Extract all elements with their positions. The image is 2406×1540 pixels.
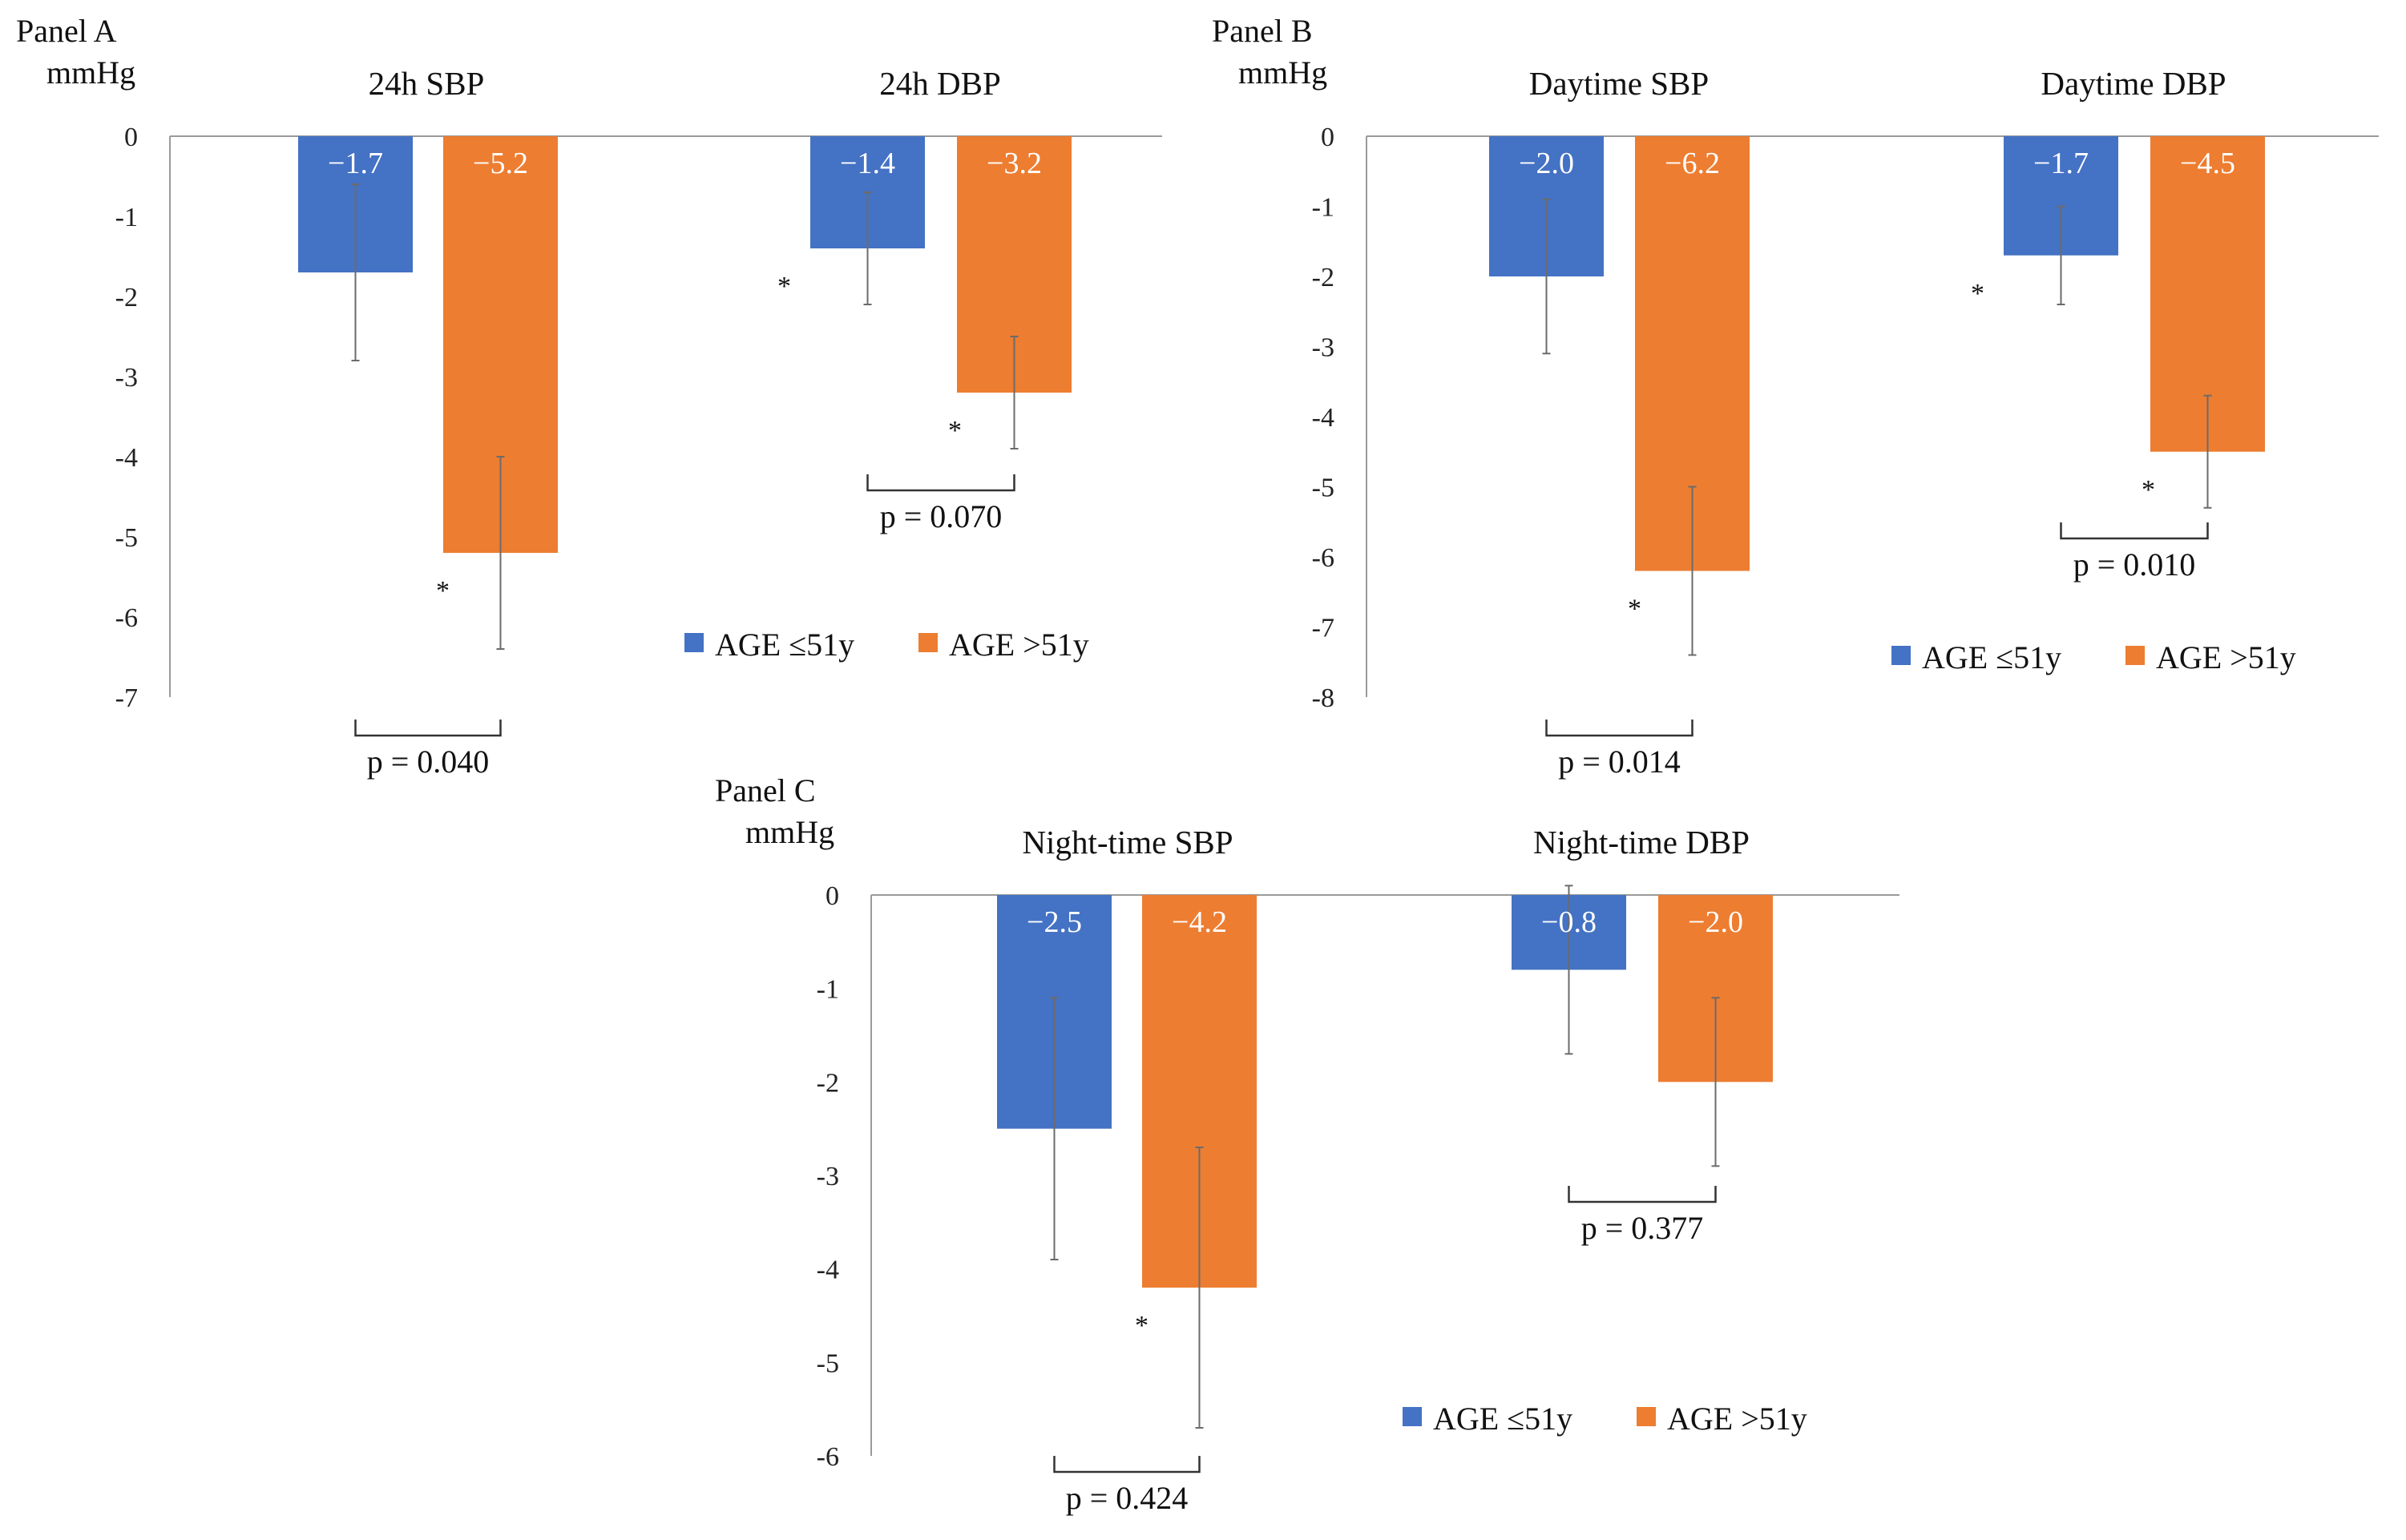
bar-group: 24h DBP −1.4 * −3.2 * p = 0.070 (777, 65, 1072, 534)
p-value-bracket (2060, 522, 2209, 540)
y-tick-label: 0 (124, 123, 138, 152)
legend: AGE ≤51y AGE >51y (1891, 639, 2296, 675)
y-tick-label: -5 (817, 1349, 839, 1378)
legend-swatch (1891, 646, 1911, 665)
legend-swatch (684, 633, 704, 652)
y-tick-label: -2 (115, 283, 138, 312)
significance-star: * (1628, 595, 1641, 624)
group-title: Night-time DBP (1533, 824, 1750, 861)
y-tick-label: -8 (1312, 683, 1334, 713)
p-value-label: p = 0.040 (367, 744, 490, 780)
bar-group: Night-time SBP −2.5 −4.2 * p = 0.424 (997, 824, 1257, 1516)
y-tick-label: -5 (115, 523, 138, 553)
legend-swatch (2125, 646, 2145, 665)
y-tick-label: -7 (1312, 614, 1334, 643)
y-tick-label: -4 (1312, 403, 1334, 433)
data-label: −4.5 (2180, 147, 2235, 180)
y-tick-label: -7 (115, 683, 138, 713)
legend-entry: AGE ≤51y (1433, 1401, 1572, 1437)
legend: AGE ≤51y AGE >51y (1403, 1401, 1807, 1437)
y-axis-label: mmHg (46, 54, 135, 91)
p-value-bracket (1568, 1186, 1717, 1203)
legend-entry: AGE >51y (1667, 1401, 1807, 1437)
y-tick-label: -1 (817, 975, 839, 1005)
panel-label: Panel C (715, 772, 816, 808)
panel-c: Panel C mmHg 0 -1 -2 -3 -4 -5 -6 Night-time SBP −2… (715, 772, 1899, 1516)
legend-entry: AGE >51y (949, 627, 1089, 663)
data-label: −1.7 (2033, 147, 2089, 180)
y-tick-label: -6 (1312, 543, 1334, 573)
data-label: −3.2 (987, 147, 1042, 180)
y-tick-label: -5 (1312, 474, 1334, 503)
y-tick-label: -4 (817, 1256, 839, 1285)
y-tick-label: -3 (1312, 333, 1334, 363)
data-label: −2.0 (1519, 147, 1574, 180)
data-label: −5.2 (473, 147, 528, 180)
y-axis-label: mmHg (1238, 54, 1327, 91)
bar-group: Night-time DBP −0.8 −2.0 p = 0.377 (1512, 824, 1773, 1246)
group-title: 24h SBP (369, 65, 485, 102)
panel-b: Panel B mmHg 0 -1 -2 -3 -4 -5 -6 -7 -8 Daytime SBP −… (1212, 13, 2379, 780)
group-title: 24h DBP (879, 65, 1001, 102)
legend: AGE ≤51y AGE >51y (684, 627, 1089, 663)
data-label: −6.2 (1665, 147, 1720, 180)
p-value-label: p = 0.070 (880, 498, 1003, 534)
legend-swatch (1403, 1407, 1422, 1426)
y-tick-label: -1 (1312, 193, 1334, 223)
bar-group: Daytime SBP −2.0 −6.2 * p = 0.014 (1489, 65, 1750, 780)
p-value-label: p = 0.014 (1558, 744, 1681, 780)
panel-label: Panel B (1212, 13, 1313, 49)
p-value-bracket (1545, 720, 1693, 737)
significance-star: * (2142, 475, 2155, 505)
legend-swatch (1637, 1407, 1656, 1426)
significance-star: * (1971, 279, 1984, 308)
significance-star: * (777, 272, 791, 301)
p-value-label: p = 0.010 (2073, 546, 2196, 583)
y-tick-label: 0 (1321, 123, 1334, 152)
y-tick-label: -4 (115, 443, 138, 473)
data-label: −2.5 (1027, 905, 1082, 939)
data-label: −1.4 (840, 147, 895, 180)
legend-swatch (918, 633, 938, 652)
panel-a: Panel A mmHg 0 -1 -2 -3 -4 -5 -6 -7 24h SBP −1.7 −5.… (16, 13, 1162, 780)
p-value-bracket (1053, 1456, 1201, 1473)
y-tick-label: -6 (817, 1442, 839, 1472)
group-title: Night-time SBP (1022, 824, 1233, 861)
p-value-bracket (354, 720, 502, 737)
data-label: −0.8 (1541, 905, 1597, 939)
significance-star: * (948, 416, 962, 445)
y-tick-label: -2 (817, 1068, 839, 1098)
bar-group: 24h SBP −1.7 −5.2 * p = 0.040 (298, 65, 558, 780)
y-tick-label: 0 (826, 881, 839, 911)
data-label: −2.0 (1688, 905, 1743, 939)
p-value-label: p = 0.377 (1581, 1210, 1704, 1246)
y-tick-label: -3 (115, 363, 138, 393)
bar-group: Daytime DBP −1.7 * −4.5 * p = 0.010 (1971, 65, 2265, 583)
significance-star: * (1135, 1311, 1149, 1340)
y-axis-label: mmHg (745, 814, 834, 850)
y-tick-label: -3 (817, 1162, 839, 1191)
y-tick-label: -6 (115, 603, 138, 633)
data-label: −4.2 (1172, 905, 1227, 939)
y-tick-label: -1 (115, 203, 138, 232)
group-title: Daytime DBP (2041, 65, 2226, 102)
legend-entry: AGE ≤51y (715, 627, 854, 663)
y-tick-label: -2 (1312, 263, 1334, 292)
group-title: Daytime SBP (1529, 65, 1709, 102)
panel-label: Panel A (16, 13, 117, 49)
p-value-label: p = 0.424 (1066, 1480, 1189, 1516)
legend-entry: AGE >51y (2156, 639, 2296, 675)
p-value-bracket (866, 474, 1015, 492)
data-label: −1.7 (328, 147, 383, 180)
legend-entry: AGE ≤51y (1922, 639, 2061, 675)
significance-star: * (436, 576, 450, 606)
